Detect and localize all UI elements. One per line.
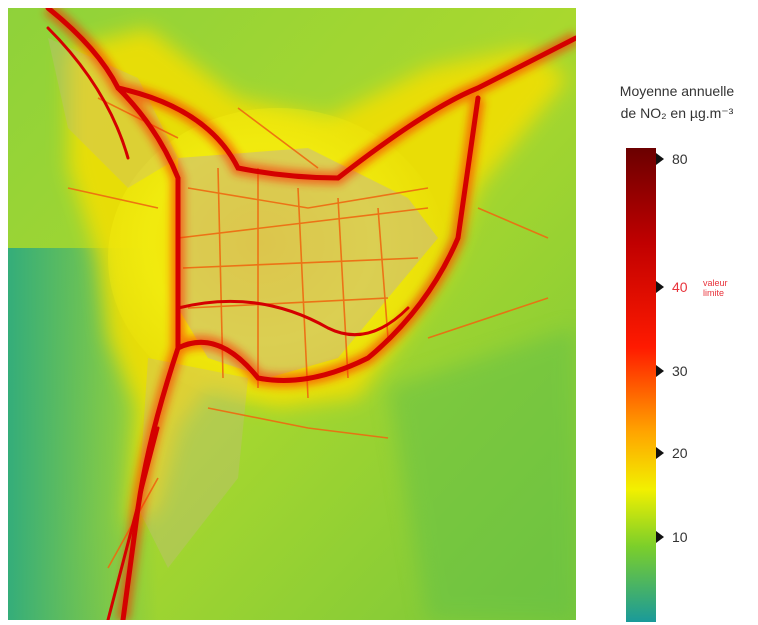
- road-south-branch: [106, 426, 160, 620]
- tick-label-10: 10: [672, 529, 688, 545]
- secondary-streets: [67, 97, 549, 569]
- major-roads: [45, 8, 576, 620]
- tick-marker-30: [656, 365, 664, 377]
- boulevard-cours: [176, 299, 410, 337]
- tick-marker-10: [656, 531, 664, 543]
- limit-value-note: valeur limite: [703, 278, 728, 298]
- ring-road-rocade: [175, 95, 481, 383]
- tick-label-30: 30: [672, 363, 688, 379]
- motorway-a48: [45, 8, 181, 620]
- color-scale-bar: [626, 148, 656, 622]
- tick-label-80: 80: [672, 151, 688, 167]
- no2-concentration-map: [8, 8, 576, 620]
- limit-note-line-2: limite: [703, 288, 725, 298]
- legend-title: Moyenne annuelle de NO₂ en µg.m⁻³: [596, 80, 758, 124]
- tick-label-20: 20: [672, 445, 688, 461]
- motorway-a41: [115, 35, 576, 181]
- tick-marker-20: [656, 447, 664, 459]
- built-area-north-west: [48, 38, 178, 188]
- tick-marker-40: [656, 281, 664, 293]
- legend-title-line-1: Moyenne annuelle: [619, 83, 735, 99]
- tick-label-40: 40: [672, 279, 688, 295]
- south-east-valley: [388, 328, 576, 620]
- legend-title-line-2: de NO₂ en µg.m⁻³: [620, 105, 734, 121]
- tick-marker-80: [656, 153, 664, 165]
- road-west-branch: [46, 26, 130, 160]
- limit-note-line-1: valeur: [703, 278, 728, 288]
